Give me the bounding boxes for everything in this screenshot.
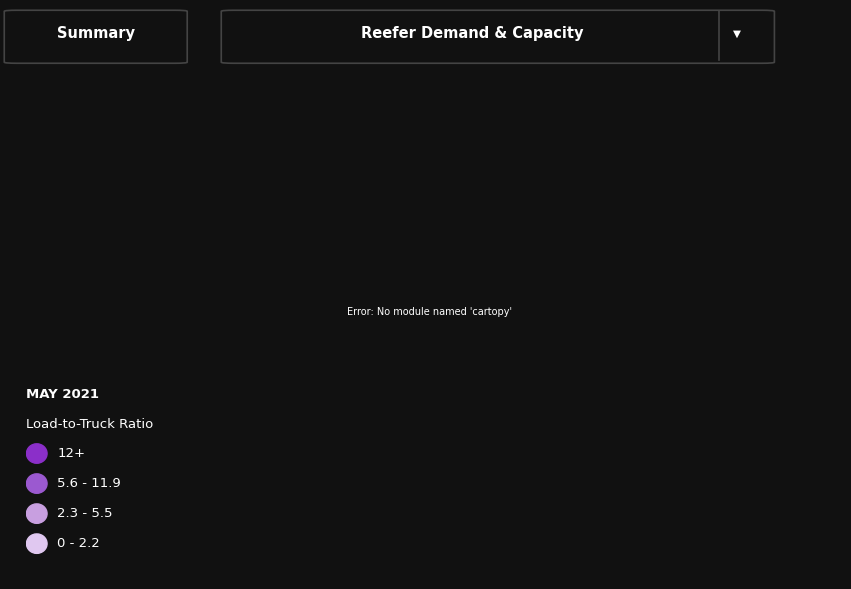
Text: MAY 2021: MAY 2021	[26, 388, 99, 401]
Text: Summary: Summary	[57, 27, 135, 41]
Circle shape	[26, 444, 47, 463]
Text: ▼: ▼	[733, 29, 741, 39]
Circle shape	[26, 474, 47, 494]
Text: 2.3 - 5.5: 2.3 - 5.5	[57, 507, 113, 520]
Text: Load-to-Truck Ratio: Load-to-Truck Ratio	[26, 418, 153, 431]
Text: 0 - 2.2: 0 - 2.2	[57, 537, 100, 550]
Circle shape	[26, 534, 47, 554]
FancyBboxPatch shape	[221, 10, 774, 63]
Text: 5.6 - 11.9: 5.6 - 11.9	[57, 477, 121, 490]
Text: Error: No module named 'cartopy': Error: No module named 'cartopy'	[347, 307, 512, 317]
Text: 12+: 12+	[57, 447, 85, 460]
FancyBboxPatch shape	[4, 10, 187, 63]
Text: Reefer Demand & Capacity: Reefer Demand & Capacity	[361, 27, 584, 41]
Circle shape	[26, 504, 47, 524]
